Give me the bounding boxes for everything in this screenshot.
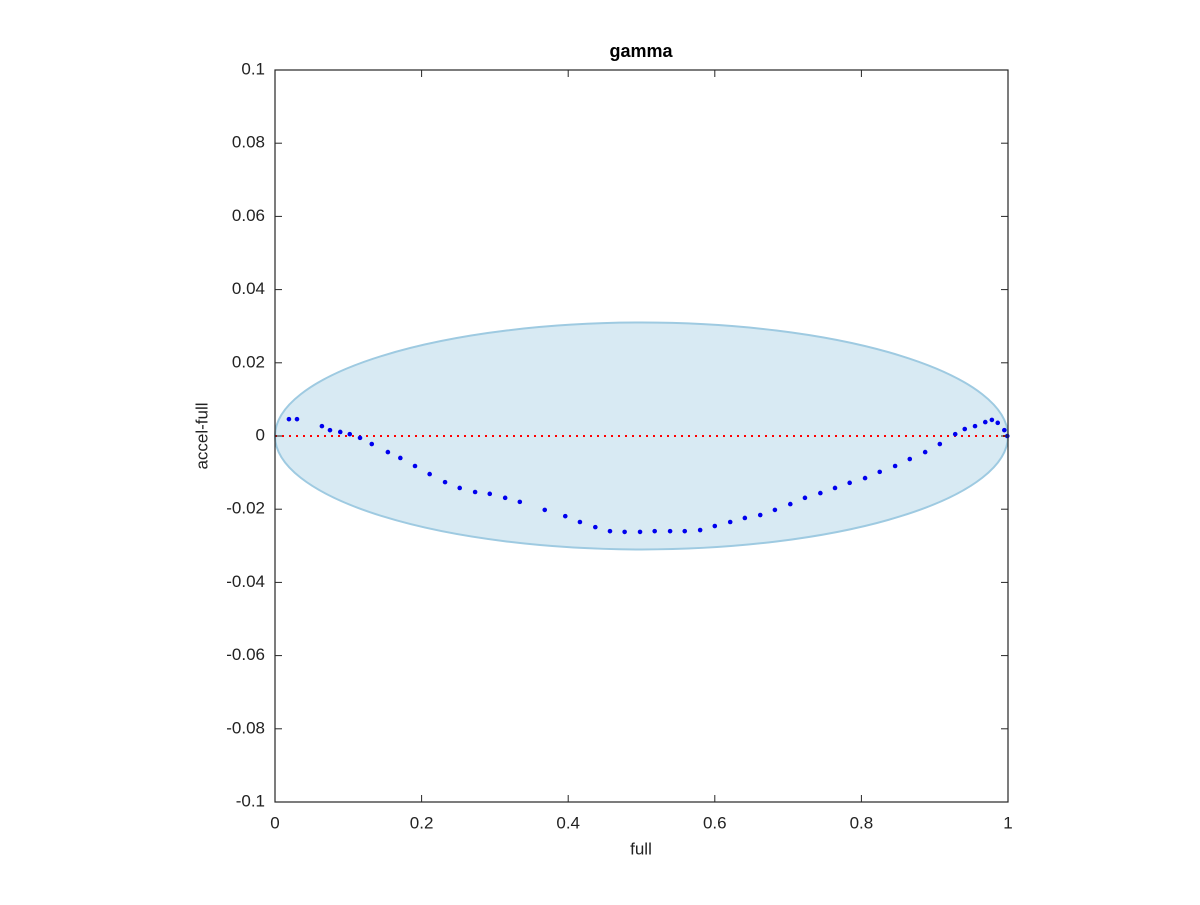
data-point bbox=[712, 523, 718, 529]
y-tick-label: 0 bbox=[256, 425, 265, 444]
data-point bbox=[562, 513, 568, 519]
data-point bbox=[369, 441, 375, 447]
chart-title: gamma bbox=[609, 41, 673, 61]
data-point bbox=[972, 423, 978, 429]
data-point bbox=[337, 429, 343, 435]
y-tick-label: -0.02 bbox=[226, 499, 265, 518]
data-point bbox=[319, 423, 325, 429]
data-point bbox=[757, 512, 763, 518]
data-point bbox=[892, 463, 898, 469]
data-point bbox=[327, 427, 333, 433]
data-point bbox=[787, 501, 793, 507]
data-point bbox=[772, 507, 778, 513]
data-point bbox=[667, 528, 673, 534]
data-point bbox=[907, 456, 913, 462]
data-point bbox=[593, 524, 598, 530]
data-point bbox=[472, 489, 478, 495]
data-point bbox=[577, 519, 583, 525]
x-tick-label: 1 bbox=[1003, 813, 1012, 832]
data-point bbox=[517, 499, 523, 505]
y-tick-label: 0.06 bbox=[232, 206, 265, 225]
data-point bbox=[652, 528, 657, 534]
data-point bbox=[982, 419, 988, 425]
data-point bbox=[727, 519, 733, 525]
y-tick-label: 0.08 bbox=[232, 133, 265, 152]
data-point bbox=[877, 469, 883, 475]
data-point bbox=[995, 420, 1001, 426]
data-point bbox=[922, 449, 928, 455]
data-point bbox=[385, 449, 391, 455]
data-point bbox=[989, 417, 995, 423]
y-tick-label: -0.04 bbox=[226, 572, 265, 591]
data-point bbox=[1002, 427, 1007, 433]
y-tick-label: -0.1 bbox=[236, 791, 265, 810]
x-tick-label: 0.4 bbox=[556, 813, 580, 832]
data-point bbox=[962, 426, 968, 432]
data-point bbox=[542, 507, 548, 513]
data-point bbox=[412, 463, 418, 469]
data-point bbox=[682, 528, 688, 534]
data-point bbox=[832, 485, 838, 491]
x-tick-label: 0.2 bbox=[410, 813, 434, 832]
data-point bbox=[294, 416, 300, 422]
y-tick-label: -0.08 bbox=[226, 718, 265, 737]
data-point bbox=[457, 485, 463, 491]
data-point bbox=[862, 475, 868, 481]
data-point bbox=[802, 495, 808, 501]
x-tick-label: 0.6 bbox=[703, 813, 727, 832]
y-tick-label: 0.04 bbox=[232, 279, 265, 298]
y-tick-label: 0.1 bbox=[241, 59, 265, 78]
data-point bbox=[502, 495, 508, 501]
y-tick-label: 0.02 bbox=[232, 352, 265, 371]
data-point bbox=[697, 527, 703, 533]
data-point bbox=[742, 515, 748, 521]
y-tick-label: -0.06 bbox=[226, 645, 265, 664]
data-point bbox=[622, 529, 627, 535]
x-tick-label: 0 bbox=[270, 813, 279, 832]
data-point bbox=[357, 435, 363, 441]
data-point bbox=[442, 479, 448, 485]
x-axis-label: full bbox=[630, 839, 652, 858]
data-point bbox=[347, 431, 353, 437]
data-point bbox=[637, 529, 643, 535]
y-axis-label: accel-full bbox=[192, 402, 211, 469]
data-point bbox=[487, 491, 493, 497]
data-point bbox=[427, 471, 432, 477]
data-point bbox=[607, 528, 613, 534]
data-point bbox=[398, 455, 403, 461]
data-point bbox=[818, 490, 823, 496]
data-point bbox=[952, 431, 958, 437]
data-point bbox=[937, 441, 943, 447]
data-point bbox=[286, 416, 292, 422]
x-tick-label: 0.8 bbox=[850, 813, 874, 832]
data-point bbox=[847, 480, 852, 486]
